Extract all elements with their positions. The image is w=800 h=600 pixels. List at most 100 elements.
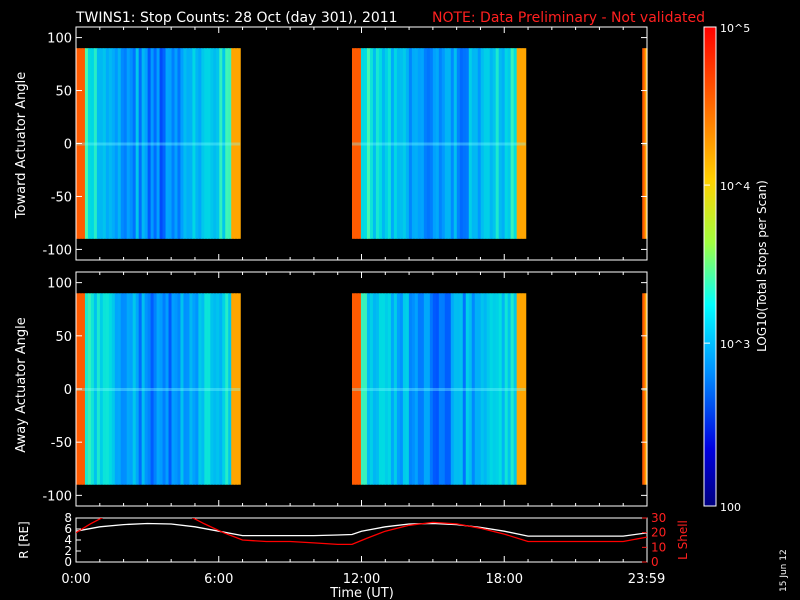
heatmap-cell bbox=[396, 48, 401, 239]
heatmap-cell bbox=[237, 293, 241, 485]
heatmap-cell bbox=[168, 293, 173, 485]
heatmap-cell bbox=[468, 293, 473, 485]
heatmap-cell bbox=[138, 293, 143, 485]
heatmap-cell bbox=[183, 293, 188, 485]
heatmap-cell bbox=[375, 293, 380, 485]
heatmap-cell bbox=[108, 48, 113, 239]
heatmap-cell bbox=[225, 48, 229, 239]
heatmap-cell bbox=[393, 293, 398, 485]
heatmap-cell bbox=[372, 48, 377, 239]
heatmap-cell bbox=[87, 293, 92, 485]
heatmap-cell bbox=[474, 293, 479, 485]
heatmap-cell bbox=[126, 293, 131, 485]
heatmap-cell bbox=[120, 293, 125, 485]
heatmap-cell bbox=[372, 293, 377, 485]
heatmap-cell bbox=[369, 293, 374, 485]
heatmap-cell bbox=[354, 293, 359, 485]
heatmap-cell bbox=[213, 293, 217, 485]
heatmap-cell bbox=[129, 48, 134, 239]
heatmap-cell bbox=[132, 293, 137, 485]
series-line-r-re- bbox=[76, 522, 647, 537]
left-tick-label: 6 bbox=[64, 522, 72, 536]
orbit-right-ylabel: L Shell bbox=[676, 520, 690, 560]
heatmap-cell bbox=[204, 293, 208, 485]
heatmap-cell bbox=[102, 48, 107, 239]
heatmap-cell bbox=[414, 48, 419, 239]
heatmap-cell bbox=[393, 48, 398, 239]
heatmap-cell bbox=[510, 48, 515, 239]
heatmap-cell bbox=[441, 48, 446, 239]
heatmap-cell bbox=[138, 48, 143, 239]
heatmap-cell bbox=[231, 48, 235, 239]
heatmap-cell bbox=[411, 293, 416, 485]
heatmap-cell bbox=[123, 48, 128, 239]
heatmap-cell bbox=[483, 48, 488, 239]
heatmap-cell bbox=[222, 48, 226, 239]
heatmap-cell bbox=[90, 48, 95, 239]
heatmap-cell bbox=[102, 293, 107, 485]
heatmap-cell bbox=[156, 48, 161, 239]
heatmap-cell bbox=[99, 48, 104, 239]
heatmap-zero-band bbox=[76, 388, 241, 391]
heatmap-cell bbox=[120, 48, 125, 239]
heatmap-cell bbox=[129, 293, 134, 485]
heatmap-cell bbox=[513, 48, 518, 239]
heatmap-cell bbox=[357, 48, 362, 239]
heatmap-cell bbox=[384, 293, 389, 485]
preliminary-note: NOTE: Data Preliminary - Not validated bbox=[432, 10, 705, 26]
heatmap-cell bbox=[480, 48, 485, 239]
toward-ylabel: Toward Actuator Angle bbox=[14, 72, 29, 219]
heatmap-cell bbox=[387, 48, 392, 239]
heatmap-cell bbox=[507, 293, 512, 485]
heatmap-cell bbox=[162, 293, 167, 485]
heatmap-cell bbox=[429, 48, 434, 239]
heatmap-cell bbox=[180, 293, 185, 485]
y-tick-label: -50 bbox=[51, 436, 72, 451]
y-tick-label: -50 bbox=[51, 190, 72, 205]
heatmap-cell bbox=[192, 293, 196, 485]
colorbar-tick-label: 10^4 bbox=[720, 180, 750, 193]
heatmap-cell bbox=[174, 48, 179, 239]
heatmap-cell bbox=[384, 48, 389, 239]
heatmap-cell bbox=[144, 293, 149, 485]
heatmap-cell bbox=[360, 48, 365, 239]
heatmap-cell bbox=[399, 48, 404, 239]
heatmap-zero-band bbox=[76, 142, 241, 146]
colorbar-tick-label: 10^3 bbox=[720, 338, 750, 351]
heatmap-cell bbox=[228, 293, 232, 485]
heatmap-cell bbox=[447, 293, 452, 485]
heatmap-cell bbox=[171, 48, 176, 239]
heatmap-cell bbox=[219, 48, 223, 239]
heatmap-cell bbox=[87, 48, 92, 239]
heatmap-cell bbox=[501, 293, 506, 485]
toward-heatmap-cells bbox=[76, 48, 648, 239]
x-tick-label: 18:00 bbox=[486, 572, 523, 587]
heatmap-cell bbox=[492, 293, 497, 485]
heatmap-cell bbox=[195, 48, 199, 239]
heatmap-cell bbox=[438, 48, 443, 239]
right-tick-label: 10 bbox=[651, 540, 666, 554]
heatmap-cell bbox=[207, 48, 211, 239]
heatmap-cell bbox=[432, 48, 437, 239]
heatmap-cell bbox=[378, 48, 383, 239]
heatmap-cell bbox=[171, 293, 176, 485]
heatmap-cell bbox=[402, 293, 407, 485]
heatmap-cell bbox=[447, 48, 452, 239]
heatmap-cell bbox=[198, 293, 202, 485]
heatmap-cell bbox=[444, 293, 449, 485]
heatmap-cell bbox=[411, 48, 416, 239]
y-tick-label: 50 bbox=[55, 330, 72, 345]
heatmap-cell bbox=[450, 48, 455, 239]
toward-y-axis: 100 50 0 -50 -100 bbox=[42, 27, 648, 260]
heatmap-cell bbox=[486, 48, 491, 239]
heatmap-cell bbox=[435, 48, 440, 239]
heatmap-cell bbox=[99, 293, 104, 485]
heatmap-cell bbox=[168, 48, 173, 239]
heatmap-cell bbox=[435, 293, 440, 485]
colorbar: 10^5 10^4 10^3 100 LOG10(Total Stops per Sc… bbox=[703, 22, 769, 514]
right-tick-label: 20 bbox=[651, 526, 666, 540]
heatmap-cell bbox=[141, 48, 146, 239]
heatmap-cell bbox=[153, 293, 158, 485]
heatmap-cell bbox=[417, 293, 422, 485]
